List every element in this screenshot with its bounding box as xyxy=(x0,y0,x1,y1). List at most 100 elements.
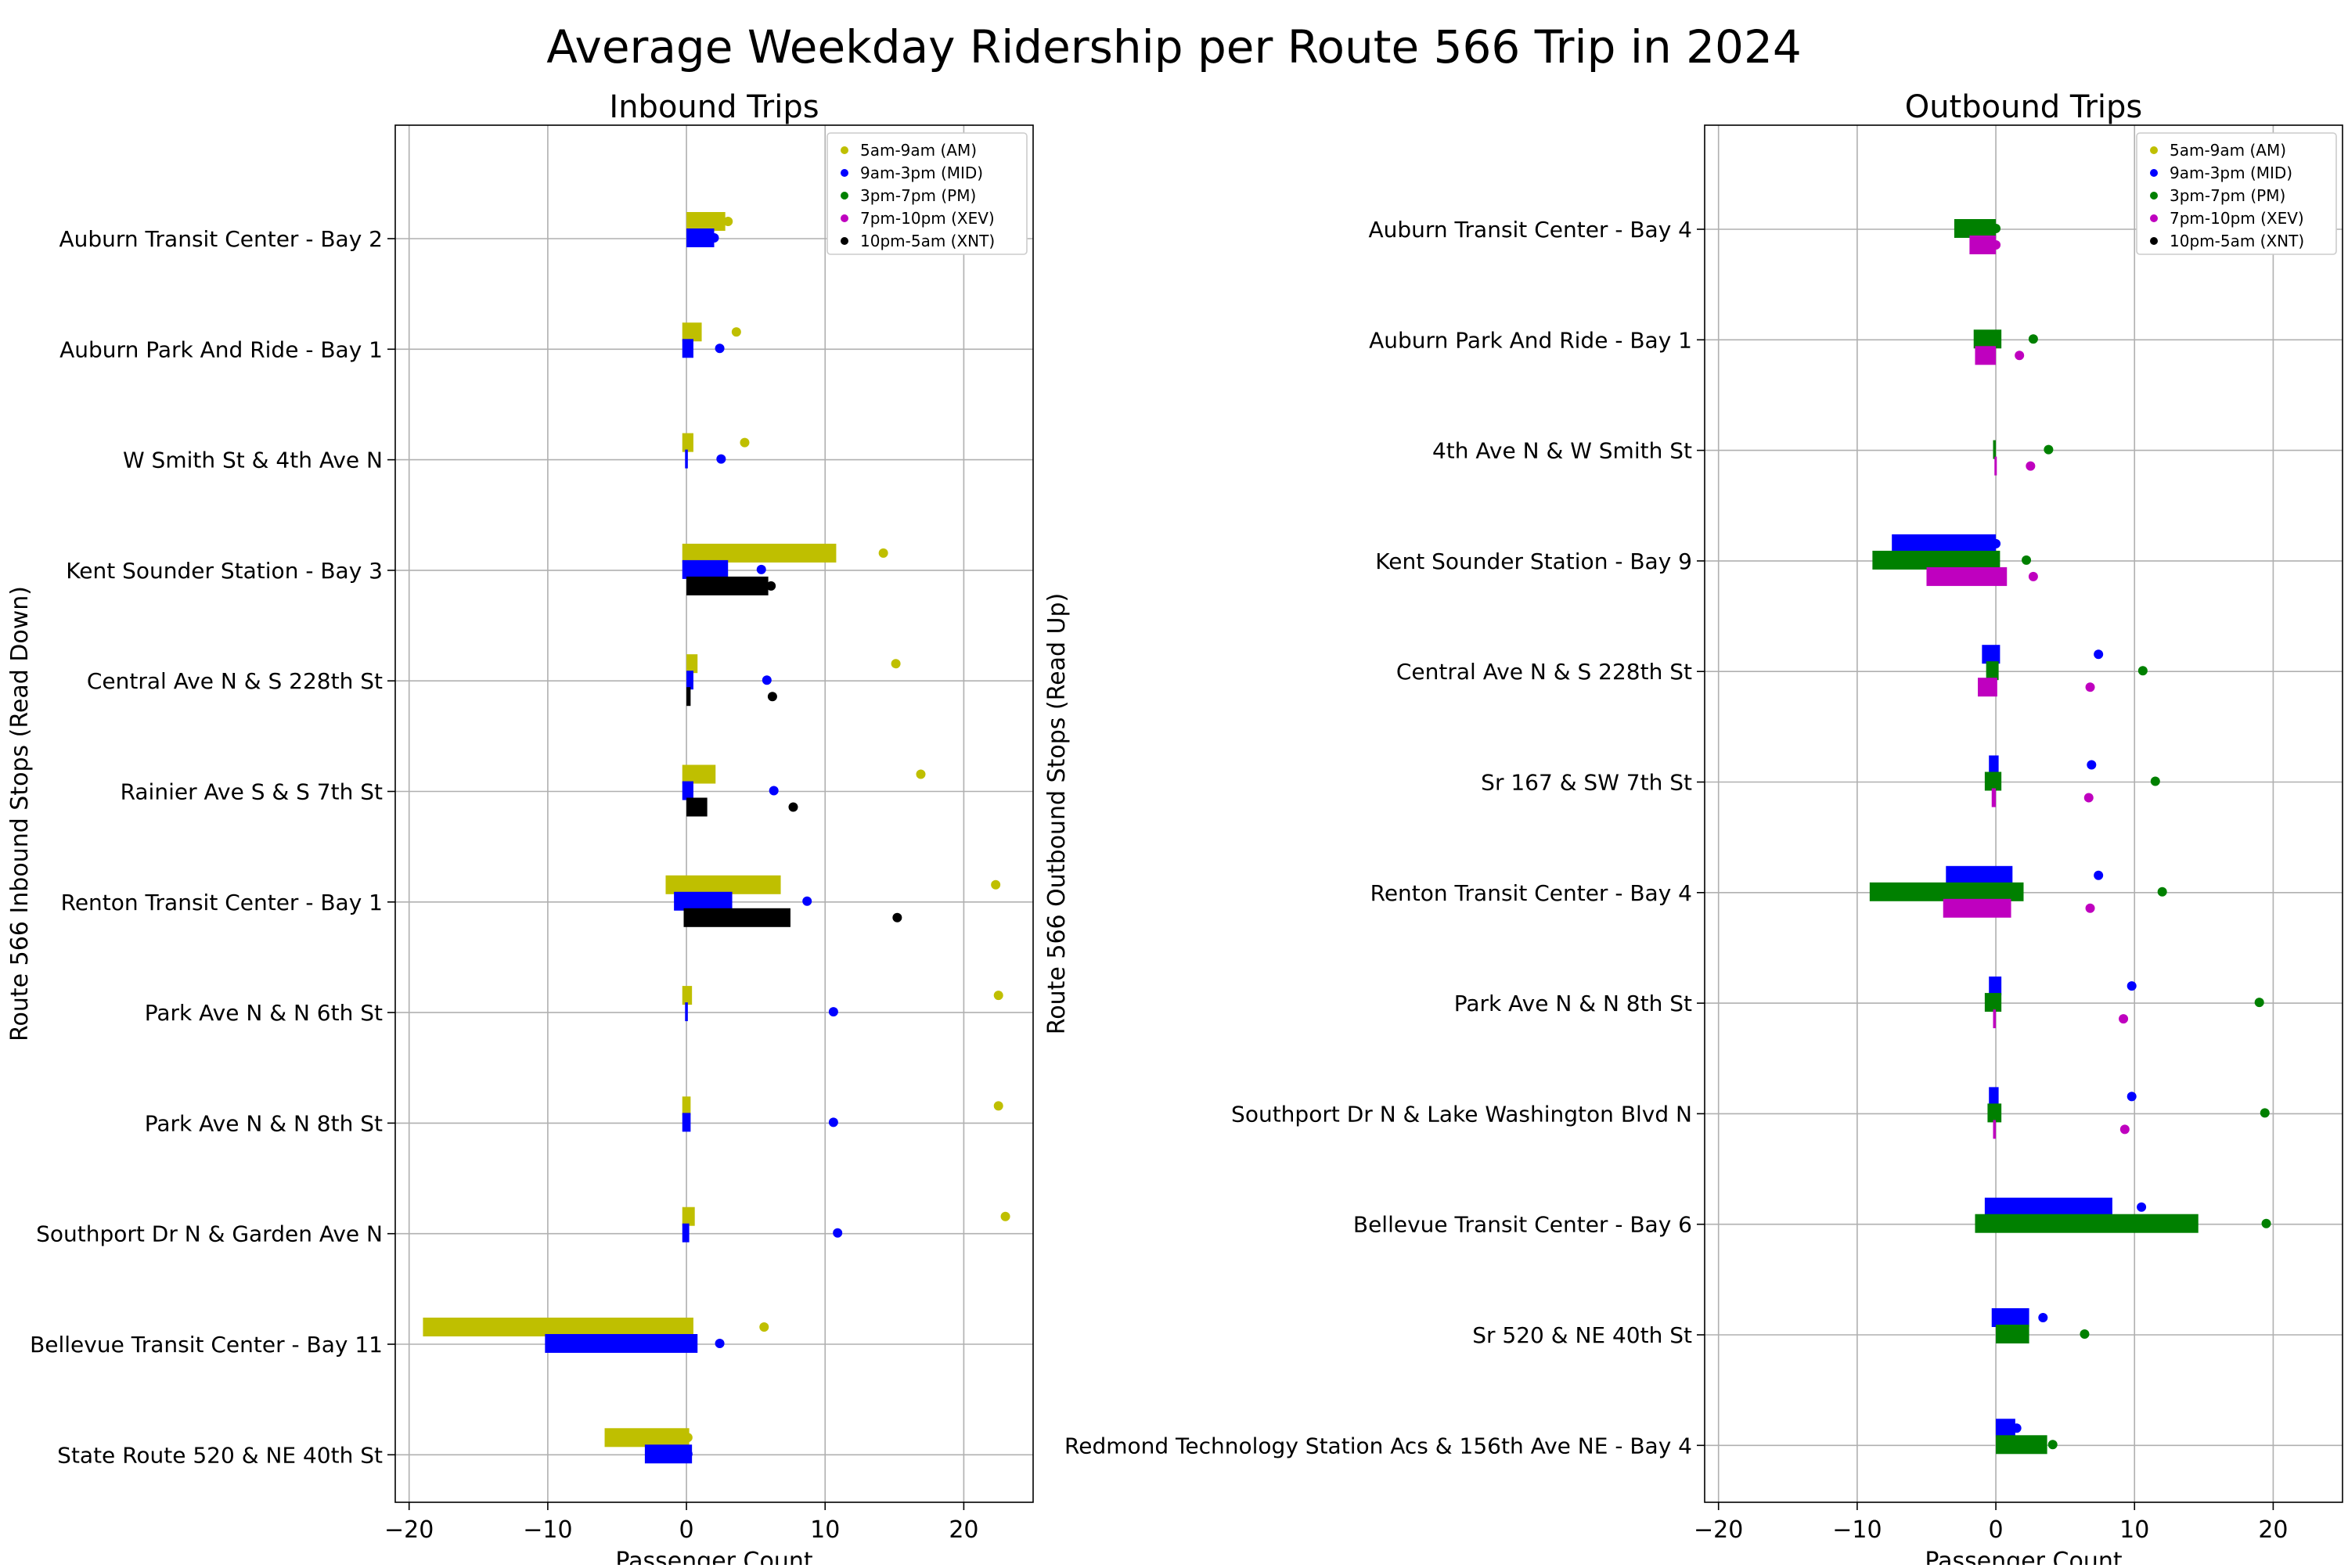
bar xyxy=(604,1428,690,1448)
data-point xyxy=(2022,555,2032,565)
data-point xyxy=(993,991,1003,1001)
bar xyxy=(1993,440,1997,459)
y-tick-label: Kent Sounder Station - Bay 9 xyxy=(1375,548,1692,574)
bar xyxy=(1991,788,1997,807)
data-point xyxy=(2028,334,2038,344)
bar xyxy=(685,1002,688,1022)
bar xyxy=(682,764,716,784)
bar xyxy=(1984,771,2002,791)
y-tick-label: Auburn Transit Center - Bay 4 xyxy=(1368,217,1692,243)
legend-marker xyxy=(841,214,848,222)
y-tick-label: Central Ave N & S 228th St xyxy=(1396,659,1692,685)
data-point xyxy=(2137,1202,2147,1212)
data-point xyxy=(731,327,741,337)
data-point xyxy=(2137,666,2148,676)
legend-label: 5am-9am (AM) xyxy=(860,141,977,160)
data-point xyxy=(892,912,902,922)
y-tick-label: Park Ave N & N 6th St xyxy=(145,1000,383,1026)
data-point xyxy=(2085,903,2095,913)
x-tick-label: 0 xyxy=(679,1516,694,1544)
data-point xyxy=(767,692,777,702)
y-tick-label: Southport Dr N & Lake Washington Blvd N xyxy=(1231,1101,1692,1127)
y-tick-label: Auburn Park And Ride - Bay 1 xyxy=(1369,327,1692,353)
bar xyxy=(1989,976,2002,996)
data-point xyxy=(2119,1124,2130,1135)
data-point xyxy=(2260,1108,2270,1118)
data-point xyxy=(2157,886,2167,897)
legend-marker xyxy=(2150,169,2158,177)
bar xyxy=(682,433,693,452)
legend-marker xyxy=(841,192,848,200)
data-point xyxy=(878,548,888,558)
legend-marker xyxy=(841,237,848,245)
data-point xyxy=(769,786,779,796)
legend-label: 3pm-7pm (PM) xyxy=(860,186,976,205)
x-tick-label: 10 xyxy=(2119,1516,2149,1544)
data-point xyxy=(723,217,733,226)
y-tick-label: Park Ave N & N 8th St xyxy=(1454,991,1692,1016)
data-point xyxy=(2094,870,2104,880)
bar xyxy=(674,891,733,911)
y-tick-label: Auburn Transit Center - Bay 2 xyxy=(59,226,383,252)
bar xyxy=(686,576,769,595)
y-tick-label: W Smith St & 4th Ave N xyxy=(123,448,383,473)
bar xyxy=(1996,1325,2029,1343)
x-tick-label: −10 xyxy=(1832,1516,1882,1544)
bar xyxy=(1986,661,1999,681)
y-tick-label: Southport Dr N & Garden Ave N xyxy=(36,1221,383,1247)
data-point xyxy=(2047,1440,2058,1450)
data-point xyxy=(682,1433,693,1443)
data-point xyxy=(709,233,719,243)
plot-frame xyxy=(1704,124,2343,1503)
bar xyxy=(682,339,693,358)
legend-label: 3pm-7pm (PM) xyxy=(2170,186,2285,205)
data-point xyxy=(715,343,725,354)
bar xyxy=(1989,755,1999,775)
page-title: Average Weekday Ridership per Route 566 … xyxy=(546,20,1802,74)
x-tick-label: −20 xyxy=(1694,1516,1743,1544)
bar xyxy=(686,687,691,707)
data-point xyxy=(916,769,926,779)
bar xyxy=(682,543,837,563)
y-tick-label: Central Ave N & S 228th St xyxy=(87,668,383,694)
data-point xyxy=(891,659,901,669)
data-point xyxy=(759,1322,769,1332)
y-tick-label: Renton Transit Center - Bay 4 xyxy=(1370,880,1692,906)
data-point xyxy=(1000,1211,1010,1221)
data-point xyxy=(802,896,812,906)
legend-marker xyxy=(2150,237,2158,245)
data-point xyxy=(828,1007,838,1017)
bar xyxy=(683,908,790,927)
bar xyxy=(1946,865,2013,885)
data-point xyxy=(833,1228,843,1238)
x-axis-label: Passenger Count xyxy=(615,1548,813,1565)
data-point xyxy=(2080,1329,2090,1339)
y-axis-label: Route 566 Outbound Stops (Read Up) xyxy=(1043,593,1071,1035)
data-point xyxy=(2028,571,2038,581)
bar xyxy=(682,322,702,342)
y-tick-label: Sr 520 & NE 40th St xyxy=(1472,1322,1692,1348)
data-point xyxy=(756,564,766,574)
data-point xyxy=(2083,793,2094,803)
bar xyxy=(545,1334,698,1353)
y-tick-label: Bellevue Transit Center - Bay 6 xyxy=(1353,1212,1692,1238)
legend-label: 10pm-5am (XNT) xyxy=(2170,232,2304,250)
bar xyxy=(1994,456,1997,476)
bar xyxy=(682,1207,695,1226)
bar xyxy=(1993,1009,1997,1029)
data-point xyxy=(682,1449,693,1459)
bar xyxy=(1872,550,2000,570)
legend-label: 7pm-10pm (XEV) xyxy=(860,209,995,228)
y-tick-label: Kent Sounder Station - Bay 3 xyxy=(66,558,383,584)
data-point xyxy=(2094,649,2104,660)
legend: 5am-9am (AM) 9am-3pm (MID) 3pm-7pm (PM) 7pm… xyxy=(2136,132,2337,255)
data-point xyxy=(2119,1014,2129,1024)
plot-frame xyxy=(394,124,1034,1503)
legend-label: 9am-3pm (MID) xyxy=(2170,164,2292,182)
axis-title: Outbound Trips xyxy=(1905,89,2143,125)
x-tick-label: 10 xyxy=(810,1516,840,1544)
bar xyxy=(423,1318,693,1336)
data-point xyxy=(1991,240,2001,250)
bar xyxy=(686,797,708,817)
